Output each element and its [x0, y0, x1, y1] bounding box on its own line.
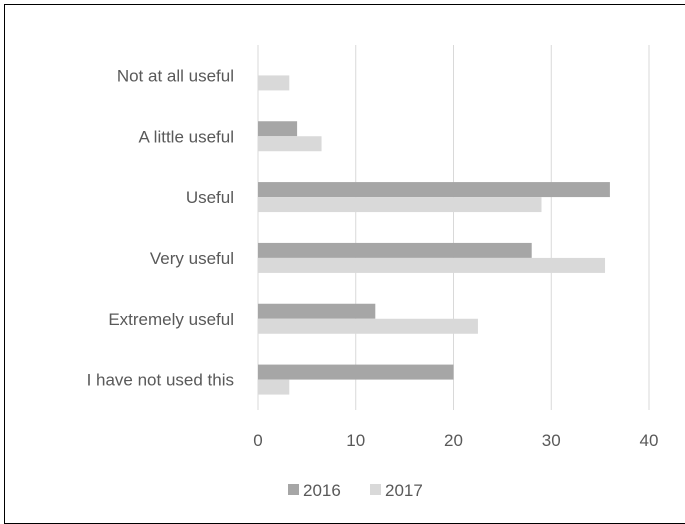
category-label: Very useful [150, 249, 234, 268]
bar-2017-0 [258, 75, 290, 91]
bar-2017-3 [258, 257, 606, 273]
bar-2016-3 [258, 242, 532, 258]
bar-2016-2 [258, 182, 610, 198]
bar-2016-5 [258, 364, 454, 380]
x-tick-label: 0 [253, 431, 262, 450]
bar-2017-1 [258, 136, 322, 152]
legend-swatch-2017 [370, 484, 381, 495]
category-label: Not at all useful [117, 66, 234, 85]
legend-label: 2016 [303, 481, 341, 500]
category-label: Extremely useful [108, 310, 234, 329]
bar-2016-1 [258, 121, 298, 137]
x-tick-label: 20 [444, 431, 463, 450]
x-tick-label: 10 [346, 431, 365, 450]
legend-swatch-2016 [288, 484, 299, 495]
legend-label: 2017 [385, 481, 423, 500]
bar-2016-4 [258, 303, 376, 319]
x-tick-label: 40 [640, 431, 659, 450]
category-label: A little useful [139, 127, 234, 146]
bar-2017-2 [258, 197, 542, 213]
category-label: Useful [186, 188, 234, 207]
x-tick-label: 30 [542, 431, 561, 450]
bar-chart: 0 10 20 30 40 Not at all useful A little usef… [87, 45, 659, 500]
category-label: I have not used this [87, 371, 234, 390]
bar-2017-5 [258, 379, 290, 395]
bar-2017-4 [258, 318, 478, 334]
